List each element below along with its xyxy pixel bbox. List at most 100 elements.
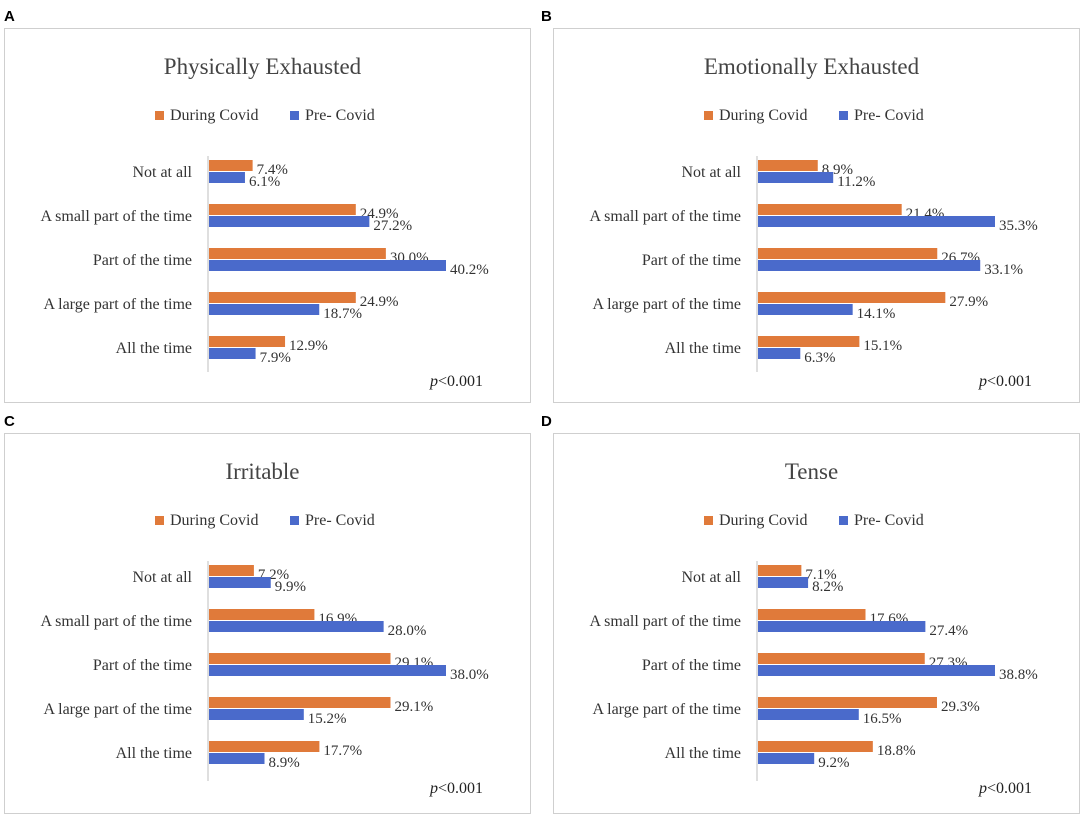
category-label: A large part of the time	[43, 701, 192, 718]
legend-during-covid-label: During Covid	[170, 107, 258, 124]
category-label: A small part of the time	[589, 208, 741, 225]
panel-label-c: C	[4, 413, 15, 430]
value-label-pre-covid: 14.1%	[857, 306, 896, 322]
legend-pre-covid-label: Pre- Covid	[854, 107, 924, 124]
legend-during-covid-label: During Covid	[719, 107, 807, 124]
legend-during-covid-swatch	[704, 111, 713, 120]
category-label: A large part of the time	[592, 701, 741, 718]
bar-pre-covid	[758, 348, 801, 359]
value-label-during-covid: 24.9%	[360, 206, 399, 222]
bar-pre-covid	[209, 709, 304, 720]
bar-pre-covid	[209, 304, 320, 315]
value-label-pre-covid: 8.9%	[269, 755, 300, 771]
chart-tense: Tense During Covid Pre- Covid Not at all 7.1…	[589, 459, 1038, 797]
bar-pre-covid	[758, 172, 834, 183]
chart-title: Tense	[785, 459, 838, 484]
bar-during-covid	[758, 160, 818, 171]
legend-during-covid-swatch	[155, 516, 164, 525]
category-label: A large part of the time	[43, 296, 192, 313]
value-label-pre-covid: 40.2%	[450, 262, 489, 278]
bar-pre-covid	[758, 665, 995, 676]
bar-during-covid	[758, 336, 860, 347]
value-label-pre-covid: 35.3%	[999, 218, 1038, 234]
value-label-pre-covid: 6.1%	[249, 174, 280, 190]
legend-during-covid-label: During Covid	[719, 512, 807, 529]
bar-during-covid	[209, 653, 391, 664]
bar-pre-covid	[758, 260, 981, 271]
bar-pre-covid	[209, 348, 256, 359]
value-label-pre-covid: 27.4%	[929, 623, 968, 639]
bar-during-covid	[758, 653, 925, 664]
value-label-during-covid: 17.7%	[323, 743, 362, 759]
value-label-during-covid: 29.3%	[941, 699, 980, 715]
value-label-pre-covid: 27.2%	[373, 218, 412, 234]
bar-pre-covid	[758, 216, 995, 227]
value-label-pre-covid: 9.9%	[275, 579, 306, 595]
value-label-pre-covid: 9.2%	[818, 755, 849, 771]
legend-pre-covid-swatch	[839, 516, 848, 525]
category-label: Part of the time	[642, 252, 741, 269]
bar-during-covid	[209, 160, 253, 171]
value-label-during-covid: 15.1%	[863, 338, 902, 354]
category-label: Not at all	[681, 569, 741, 586]
value-label-during-covid: 18.8%	[877, 743, 916, 759]
legend-during-covid-swatch	[155, 111, 164, 120]
bar-pre-covid	[209, 260, 446, 271]
bar-during-covid	[758, 248, 938, 259]
panel-label-a: A	[4, 8, 15, 25]
value-label-pre-covid: 7.9%	[260, 350, 291, 366]
category-label: Part of the time	[642, 657, 741, 674]
bar-during-covid	[209, 741, 320, 752]
category-label: Not at all	[681, 164, 741, 181]
bar-during-covid	[758, 292, 946, 303]
chart-panel-b: Emotionally Exhausted During Covid Pre- Co…	[553, 28, 1080, 403]
category-label: All the time	[665, 745, 741, 762]
legend-pre-covid-label: Pre- Covid	[305, 107, 375, 124]
category-label: Not at all	[132, 569, 192, 586]
value-label-during-covid: 12.9%	[289, 338, 328, 354]
bar-pre-covid	[758, 577, 809, 588]
chart-panel-d: Tense During Covid Pre- Covid Not at all 7.1…	[553, 433, 1080, 814]
chart-irritable: Irritable During Covid Pre- Covid Not at al…	[40, 459, 488, 797]
value-label-pre-covid: 33.1%	[984, 262, 1023, 278]
value-label-during-covid: 27.9%	[949, 294, 988, 310]
bar-pre-covid	[209, 172, 245, 183]
value-label-pre-covid: 38.8%	[999, 667, 1038, 683]
legend-during-covid-swatch	[704, 516, 713, 525]
bar-during-covid	[209, 609, 315, 620]
bar-pre-covid	[758, 621, 926, 632]
legend-pre-covid-swatch	[290, 111, 299, 120]
legend-pre-covid-label: Pre- Covid	[854, 512, 924, 529]
value-label-during-covid: 7.4%	[257, 162, 288, 178]
legend-pre-covid-swatch	[290, 516, 299, 525]
legend-pre-covid-swatch	[839, 111, 848, 120]
category-label: A large part of the time	[592, 296, 741, 313]
value-label-during-covid: 24.9%	[360, 294, 399, 310]
chart-panel-a: Physically Exhausted During Covid Pre- Cov…	[4, 28, 531, 403]
chart-physically-exhausted: Physically Exhausted During Covid Pre- Cov…	[40, 54, 489, 390]
category-label: Not at all	[132, 164, 192, 181]
legend-pre-covid-label: Pre- Covid	[305, 512, 375, 529]
category-label: A small part of the time	[40, 613, 192, 630]
bar-pre-covid	[209, 753, 265, 764]
bar-pre-covid	[209, 216, 370, 227]
bar-pre-covid	[209, 577, 271, 588]
p-value: p<0.001	[429, 780, 483, 797]
panel-label-b: B	[541, 8, 552, 25]
bar-pre-covid	[758, 304, 853, 315]
value-label-pre-covid: 16.5%	[863, 711, 902, 727]
bar-during-covid	[209, 204, 356, 215]
bar-pre-covid	[209, 621, 384, 632]
category-label: All the time	[116, 745, 192, 762]
bar-pre-covid	[758, 753, 815, 764]
category-label: Part of the time	[93, 252, 192, 269]
chart-panel-c: Irritable During Covid Pre- Covid Not at al…	[4, 433, 531, 814]
bar-during-covid	[209, 248, 386, 259]
bar-during-covid	[209, 565, 254, 576]
category-label: Part of the time	[93, 657, 192, 674]
p-value: p<0.001	[978, 373, 1032, 390]
p-value: p<0.001	[978, 780, 1032, 797]
bar-during-covid	[209, 697, 391, 708]
value-label-pre-covid: 11.2%	[837, 174, 875, 190]
category-label: All the time	[665, 340, 741, 357]
